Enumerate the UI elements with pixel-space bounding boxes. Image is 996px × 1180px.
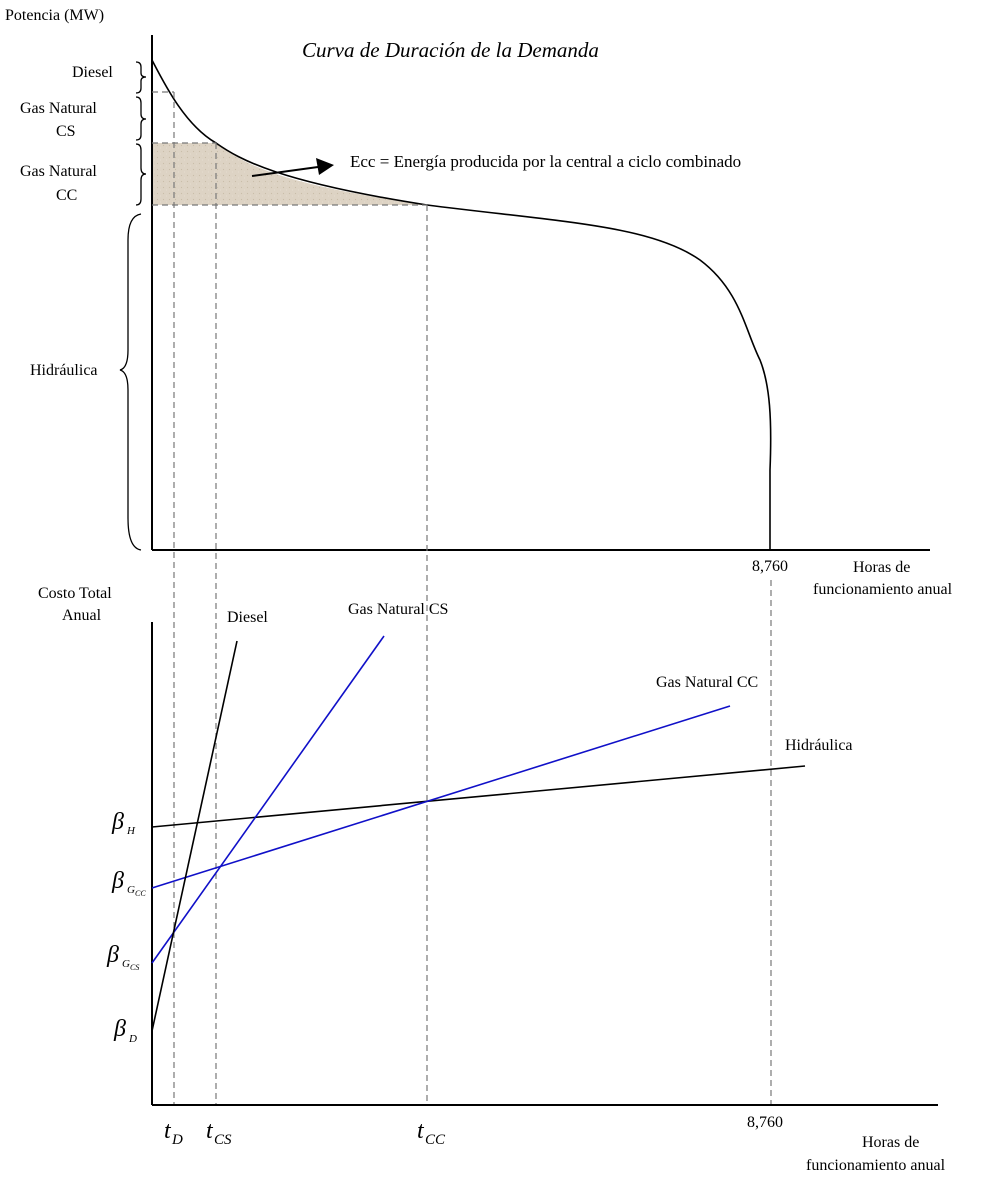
band-label-gncc-1: Gas Natural [20,163,97,180]
svg-text:H: H [126,825,136,837]
beta-gcs-label: β G CS [106,942,139,972]
beta-d-label: β D [113,1016,137,1045]
gncs-brace [135,96,147,141]
ecc-annotation: Ecc = Energía producida por la central a… [350,152,741,171]
line-gas-natural-cs [151,635,385,964]
bottom-x-axis-label-1: Horas de [862,1134,919,1151]
svg-text:CS: CS [214,1132,232,1148]
svg-text:CC: CC [425,1132,446,1148]
top-x-axis-label-1: Horas de [853,559,910,576]
svg-text:G: G [127,884,135,896]
t-d-label: t D [164,1118,183,1148]
ecc-arrow-shaft [251,166,319,177]
top-title: Curva de Duración de la Demanda [302,38,599,62]
top-x-tick-8760: 8,760 [752,558,788,575]
bottom-x-axis-label-2: funcionamiento anual [806,1157,946,1174]
hidraulica-brace [119,213,142,551]
line-gas-natural-cc [151,705,731,889]
svg-text:β: β [111,868,124,894]
ecc-shaded-area [152,143,427,205]
label-line-gncc: Gas Natural CC [656,674,758,691]
svg-text:CS: CS [130,963,139,972]
diesel-brace [135,61,147,94]
line-diesel [151,640,238,1032]
label-line-hidraulica: Hidráulica [785,737,853,754]
ecc-arrow-head [316,158,334,175]
svg-text:t: t [164,1118,172,1144]
band-label-hidraulica: Hidráulica [30,362,98,379]
top-y-axis-label: Potencia (MW) [5,7,104,24]
beta-gcc-label: β G CC [111,868,146,898]
t-cs-label: t CS [206,1118,232,1148]
top-x-axis-label-2: funcionamiento anual [813,581,953,598]
band-label-gncs-2: CS [56,123,76,140]
svg-text:β: β [111,809,124,835]
svg-text:G: G [122,958,130,970]
bottom-y-axis-label-1: Costo Total [38,585,112,602]
bottom-y-axis-label-2: Anual [62,607,102,624]
svg-text:D: D [128,1033,137,1045]
line-hidraulica [151,765,806,828]
t-cc-label: t CC [417,1118,446,1148]
svg-text:D: D [171,1132,183,1148]
band-label-gncc-2: CC [56,187,77,204]
load-duration-curve [151,59,772,550]
label-line-diesel: Diesel [227,609,268,626]
bottom-x-tick-8760: 8,760 [747,1114,783,1131]
band-label-diesel: Diesel [72,64,113,81]
beta-h-label: β H [111,809,136,837]
band-label-gncs-1: Gas Natural [20,100,97,117]
label-line-gncs: Gas Natural CS [348,601,448,618]
svg-text:t: t [417,1118,425,1144]
svg-text:β: β [106,942,119,968]
svg-text:β: β [113,1016,126,1042]
gncc-brace [135,143,147,206]
svg-text:t: t [206,1118,214,1144]
svg-text:CC: CC [135,889,146,898]
